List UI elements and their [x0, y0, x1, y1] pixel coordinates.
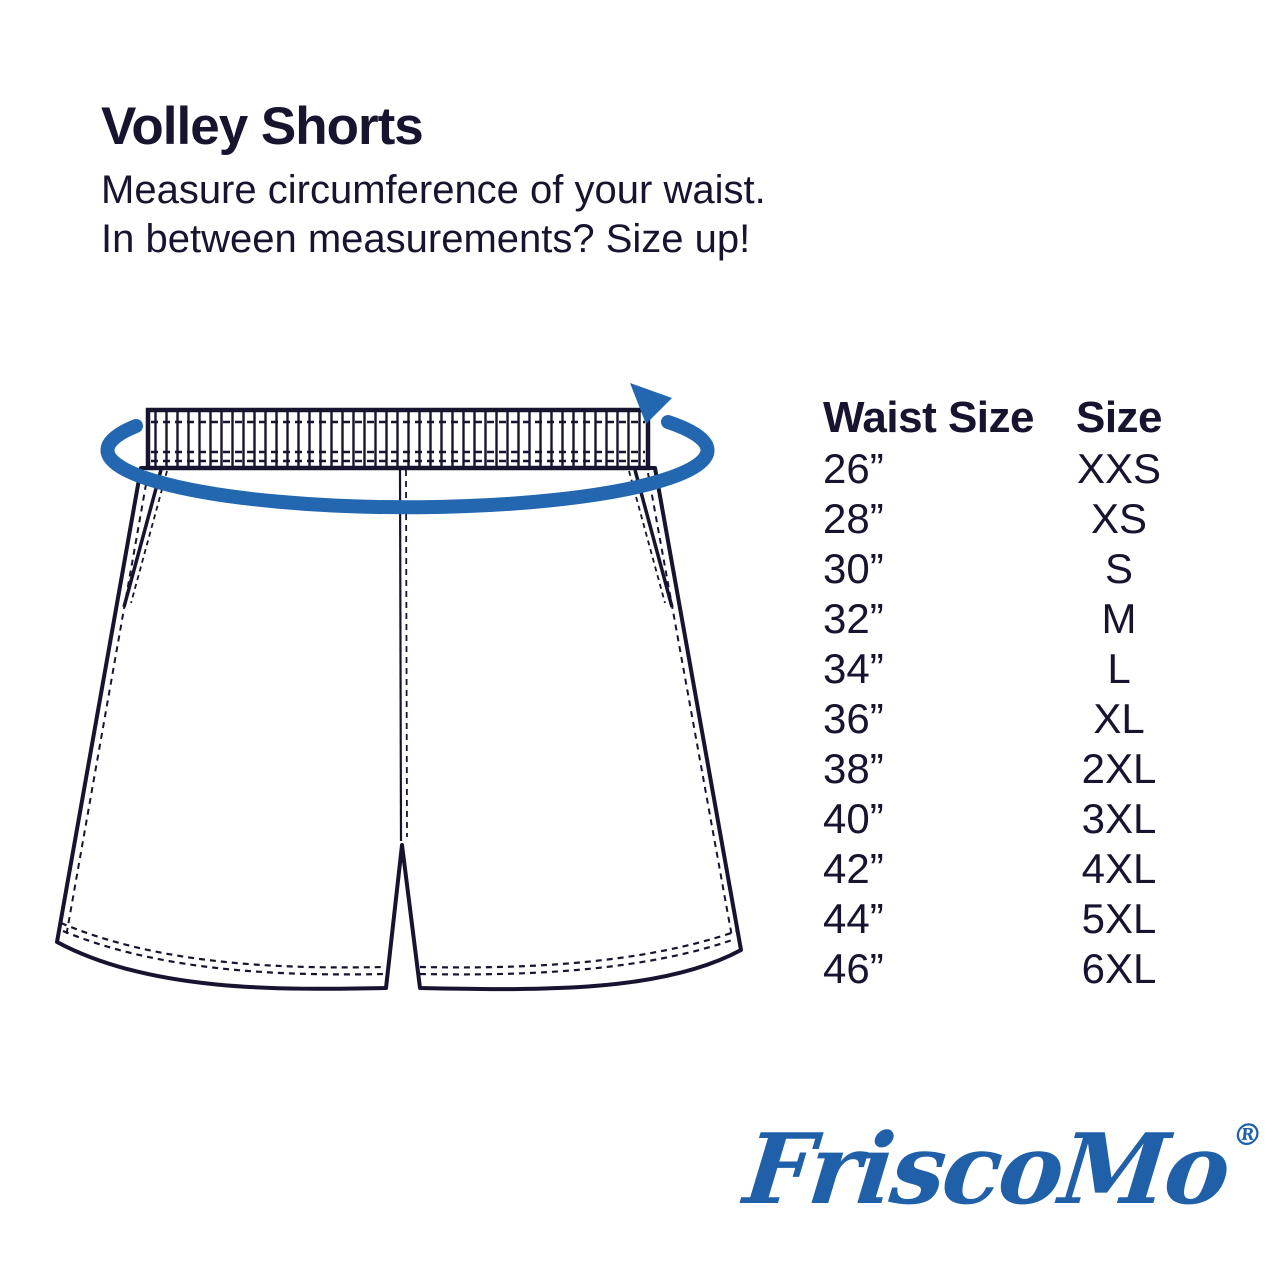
- size-chart-row: 46” 6XL: [823, 944, 1197, 994]
- size-chart-row: 26” XXS: [823, 444, 1197, 494]
- registered-trademark-icon: ®: [1230, 1118, 1265, 1153]
- measure-arrow: [100, 415, 715, 515]
- waist-value: 32”: [823, 595, 884, 642]
- waistband-border: [145, 407, 651, 471]
- page-subtitle: Measure circumference of your waist. In …: [101, 166, 766, 264]
- friscomo-logo: FriscoMo®: [737, 1112, 1264, 1252]
- size-value: XXS: [1076, 445, 1162, 492]
- logo-text: FriscoMo: [739, 1112, 1233, 1226]
- right-side-seam-stitch: [647, 472, 733, 938]
- size-chart-row: 32” M: [823, 594, 1197, 644]
- size-value: 6XL: [1081, 945, 1157, 992]
- size-chart-row: 38” 2XL: [823, 744, 1197, 794]
- size-chart: Waist Size Size 26” XXS 28” XS 30” S 32”…: [823, 392, 1197, 994]
- measure-arrow-head-icon: [630, 383, 672, 424]
- size-value: XL: [1093, 695, 1145, 742]
- column-header-waist-size: Waist Size: [823, 393, 1034, 442]
- waist-value: 34”: [823, 645, 884, 692]
- size-chart-row: 44” 5XL: [823, 894, 1197, 944]
- size-value: L: [1107, 645, 1131, 692]
- size-value: XS: [1090, 495, 1148, 542]
- shorts-diagram: [55, 383, 743, 992]
- left-pocket-stitch: [130, 470, 168, 604]
- right-hem-stitch-1: [419, 929, 738, 969]
- size-chart-row: 36” XL: [823, 694, 1197, 744]
- fly-line: [398, 469, 403, 842]
- size-value: S: [1104, 545, 1133, 592]
- size-chart-row: 42” 4XL: [823, 844, 1197, 894]
- size-value: 3XL: [1081, 795, 1157, 842]
- waist-value: 36”: [823, 695, 884, 742]
- right-hem-stitch-2: [419, 937, 736, 976]
- column-header-size: Size: [1075, 393, 1163, 442]
- subtitle-line-2: In between measurements? Size up!: [101, 217, 751, 261]
- waist-value: 28”: [823, 495, 884, 542]
- left-hem-stitch-1: [60, 921, 386, 969]
- size-value: M: [1101, 595, 1137, 642]
- size-chart-row: 30” S: [823, 544, 1197, 594]
- waist-value: 46”: [823, 945, 884, 992]
- size-value: 5XL: [1081, 895, 1157, 942]
- waist-value: 30”: [823, 545, 884, 592]
- waist-value: 26”: [823, 445, 884, 492]
- left-side-seam-stitch: [65, 472, 149, 938]
- size-value: 2XL: [1081, 745, 1157, 792]
- left-pocket-seam: [122, 469, 163, 608]
- subtitle-line-1: Measure circumference of your waist.: [101, 168, 766, 212]
- size-chart-row: 40” 3XL: [823, 794, 1197, 844]
- size-chart-header: Waist Size Size: [823, 392, 1197, 444]
- size-value: 4XL: [1081, 845, 1157, 892]
- page-title: Volley Shorts: [101, 97, 424, 156]
- shorts-body-outline: [55, 466, 743, 992]
- size-chart-row: 28” XS: [823, 494, 1197, 544]
- waist-value: 44”: [823, 895, 884, 942]
- size-chart-row: 34” L: [823, 644, 1197, 694]
- waist-value: 42”: [823, 845, 884, 892]
- waistband-ribbing: [150, 412, 646, 466]
- waist-value: 38”: [823, 745, 884, 792]
- waist-value: 40”: [823, 795, 884, 842]
